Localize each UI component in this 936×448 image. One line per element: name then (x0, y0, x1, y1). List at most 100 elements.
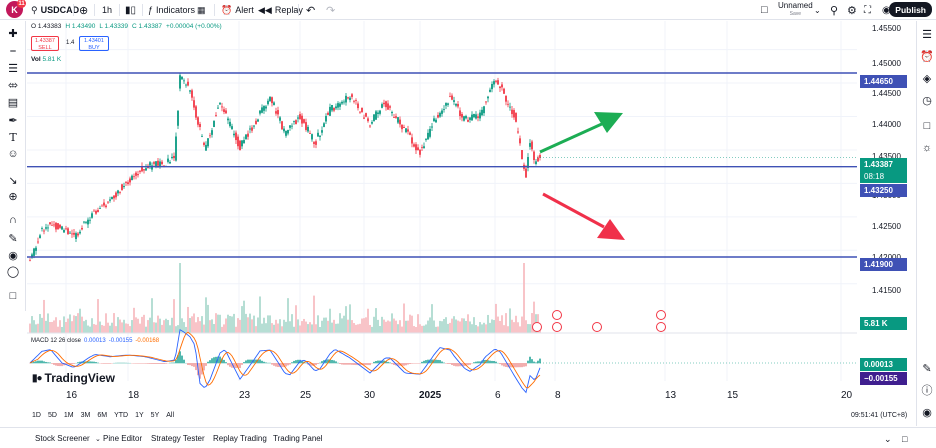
remove-drawings-tool[interactable]: □ (6, 289, 20, 303)
quick-search-button[interactable]: ⚲ (830, 3, 838, 17)
help-button[interactable]: ⓘ (920, 383, 934, 397)
watchlist-button[interactable]: ☰ (920, 27, 934, 41)
macd-histogram-bar (179, 351, 181, 364)
sell-button[interactable]: 1.43387 SELL (31, 36, 59, 51)
chart-type-button[interactable]: ▮▯ (125, 3, 136, 17)
macd-histogram-bar (447, 363, 449, 364)
hide-tool[interactable]: ◯ (6, 264, 20, 278)
maximize-panel-button[interactable]: □ (902, 434, 907, 444)
candle-body (493, 81, 495, 85)
collapse-panel-button[interactable]: ⌄ (884, 434, 892, 445)
text-tool[interactable]: T (6, 130, 20, 144)
range-3m[interactable]: 3M (80, 412, 91, 419)
range-6m[interactable]: 6M (97, 412, 108, 419)
macd-histogram-bar (509, 363, 511, 368)
range-all[interactable]: All (166, 412, 175, 419)
pencil-button[interactable]: ✎ (920, 361, 934, 375)
range-1y[interactable]: 1Y (135, 412, 144, 419)
icon-tool[interactable]: ☺ (6, 147, 20, 161)
macd-histogram-bar (363, 363, 365, 366)
tab-stock-screener[interactable]: Stock Screener ⌄ (35, 434, 101, 443)
volume-bar (331, 322, 333, 333)
tab-replay-trading[interactable]: Replay Trading (213, 434, 267, 443)
candle-body (195, 106, 197, 118)
price-chart[interactable] (27, 21, 857, 411)
layout-checkbox[interactable]: □ (761, 3, 768, 17)
candle-body (435, 119, 437, 123)
volume-bar (33, 320, 35, 333)
range-ytd[interactable]: YTD (114, 412, 129, 419)
snapshot-button[interactable]: ◉ (882, 3, 891, 17)
layout-name-button[interactable]: Unnamed Save (778, 2, 813, 18)
object-tree-button[interactable]: ◈ (920, 71, 934, 85)
zoom-tool[interactable]: ⊕ (6, 189, 20, 203)
range-1m[interactable]: 1M (63, 412, 74, 419)
redo-button[interactable]: ↷ (326, 3, 335, 17)
stay-drawing-tool[interactable]: ✎ (6, 231, 20, 245)
replay-button[interactable]: ◀◀ Replay (258, 3, 303, 17)
candle-body (99, 208, 101, 209)
magnet-tool[interactable]: ∩ (6, 213, 20, 227)
lock-tool[interactable]: ◉ (6, 248, 20, 262)
macd-histogram-bar (153, 363, 155, 364)
crosshair-tool[interactable]: ✚ (6, 26, 20, 40)
candle-body (85, 221, 87, 223)
tab-trading-panel[interactable]: Trading Panel (273, 434, 323, 443)
layout-menu-button[interactable]: ⌄ (814, 3, 821, 17)
fullscreen-button[interactable]: ⛶ (864, 3, 871, 17)
event-marker (592, 322, 602, 332)
candle-body (125, 182, 127, 183)
buy-button[interactable]: 1.43401 BUY (79, 36, 109, 51)
volume-bar (531, 313, 533, 333)
alert-button[interactable]: ⏰ Alert (221, 3, 254, 17)
volume-bar (447, 323, 449, 333)
measure-tool[interactable]: ↘ (6, 173, 20, 187)
volume-bar (109, 325, 111, 333)
candle-body (383, 102, 385, 105)
candle-body (253, 125, 255, 127)
volume-bar (123, 319, 125, 333)
volume-bar (273, 324, 275, 333)
volume-bar (211, 319, 213, 333)
alerts-panel-button[interactable]: ⏰ (920, 49, 934, 63)
range-5d[interactable]: 5D (47, 412, 57, 419)
maximize-icon: □ (902, 434, 908, 444)
volume-bar (29, 323, 31, 333)
range-5y[interactable]: 5Y (150, 412, 160, 419)
economic-events (532, 310, 666, 332)
tab-pine-editor[interactable]: Pine Editor (103, 434, 143, 443)
brush-tool[interactable]: ✒ (6, 113, 20, 127)
hotlists-button[interactable]: ◷ (920, 93, 934, 107)
indicators-button[interactable]: ƒ Indicators (148, 3, 195, 17)
volume-bar (463, 318, 465, 333)
crosshair-icon: ✚ (8, 27, 18, 40)
range-1d[interactable]: 1D (32, 412, 41, 419)
tab-strategy-tester[interactable]: Strategy Tester (151, 434, 205, 443)
publish-button[interactable]: Publish (889, 2, 932, 17)
notifications-button[interactable]: ◉ (920, 405, 934, 419)
macd-histogram-bar (439, 360, 441, 364)
macd-histogram-bar (121, 362, 123, 364)
user-avatar[interactable]: K 11 (6, 0, 26, 18)
ideas-button[interactable]: ☼ (920, 141, 934, 155)
interval-button[interactable]: 1h (102, 3, 112, 17)
macd-histogram-bar (335, 361, 337, 364)
macd-histogram-bar (215, 356, 217, 364)
undo-button[interactable]: ↶ (306, 3, 315, 17)
chat-button[interactable]: □ (920, 119, 934, 133)
timezone-clock[interactable]: 09:51:41 (UTC+8) (851, 412, 908, 419)
compare-symbol-button[interactable]: ⊕ (79, 3, 88, 17)
candle-body (181, 76, 183, 80)
templates-button[interactable]: ▦ (197, 3, 206, 17)
fib-tool[interactable]: ☰ (6, 61, 20, 75)
symbol-search-button[interactable]: ⚲ USDCAD (31, 3, 79, 17)
macd-histogram-bar (311, 363, 313, 366)
prediction-tool[interactable]: ▤ (6, 95, 20, 109)
trendline-tool[interactable]: ⎯ (6, 44, 20, 58)
macd-histogram-bar (159, 363, 161, 364)
volume-bar (275, 319, 277, 333)
volume-bar (373, 316, 375, 333)
macd-histogram-bar (477, 361, 479, 364)
pattern-tool[interactable]: ⤄ (6, 78, 20, 92)
settings-button[interactable]: ⚙ (847, 3, 857, 17)
